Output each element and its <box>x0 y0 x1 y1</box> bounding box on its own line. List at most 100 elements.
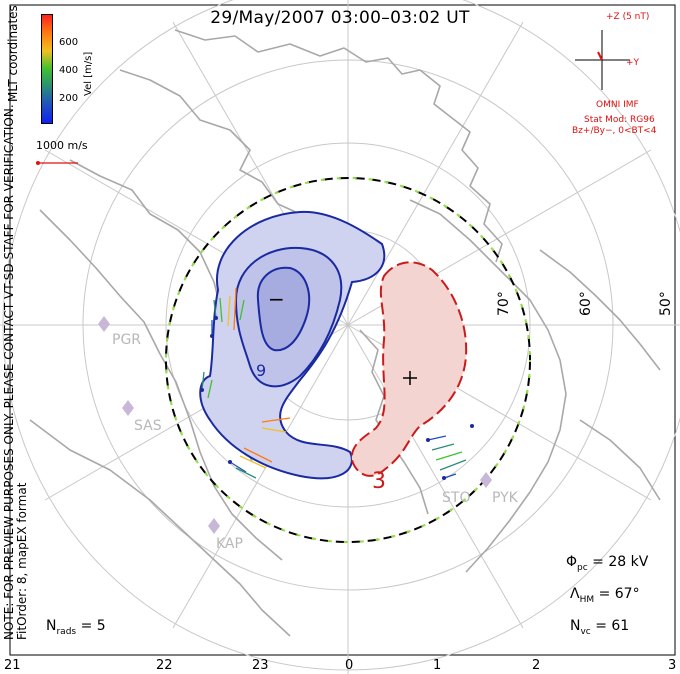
mlt-line-14 <box>347 21 524 326</box>
mlt-line-22 <box>347 324 524 629</box>
positive-cell: 3 <box>350 261 468 494</box>
mlt-tick-3: 3 <box>668 658 677 673</box>
stat-phi-symbol: Φ <box>566 554 578 570</box>
vector-scale-origin <box>36 161 40 165</box>
mlt-tick-2: 2 <box>532 658 541 673</box>
vector-origin <box>470 424 474 428</box>
stat-lambda-symbol: Λ <box>570 586 580 602</box>
stat-phi-pc: Φpc = 28 kV <box>566 554 648 573</box>
vector <box>233 287 237 331</box>
stat-n-vc: Nvc = 61 <box>570 618 629 637</box>
vector <box>435 451 463 461</box>
vector <box>213 299 217 319</box>
vector <box>239 299 245 321</box>
station-label-kap: KAP <box>216 536 243 552</box>
positive-cell-outer <box>350 261 468 477</box>
stat-lambda-value: = 67° <box>598 586 640 602</box>
vector-scale-label: 1000 m/s <box>36 139 88 152</box>
imf-condition: Bz+/By−, 0<BT<4 <box>572 126 657 136</box>
vector <box>201 371 205 391</box>
imf-by-label: +Y <box>626 58 640 68</box>
stat-nrads-symbol: N <box>46 618 57 634</box>
colorbar-gradient <box>42 15 52 123</box>
hm-boundary-accent <box>165 177 531 543</box>
vector <box>207 379 213 399</box>
station-label-pgr: PGR <box>112 332 142 348</box>
coastlines <box>29 29 661 637</box>
vector <box>439 459 467 471</box>
station-label-pyk: PYK <box>492 490 518 506</box>
vector <box>219 297 223 323</box>
colorbar-label: Vel [m/s] <box>83 51 94 96</box>
stat-nrads-value: = 5 <box>80 618 106 634</box>
stat-lambda-sub: HM <box>579 594 595 605</box>
vector-origin <box>214 316 218 320</box>
negative-cell-sign: − <box>268 287 285 311</box>
fit-order-note: FitOrder: 8, mapEX format <box>15 482 29 640</box>
station-label-sas: SAS <box>134 418 162 434</box>
stat-nvc-sub: vc <box>580 626 591 637</box>
imf-model: Stat Mod: RG96 <box>584 115 655 125</box>
station-label-sto: STO <box>442 490 471 506</box>
positive-contour-label: 3 <box>372 469 386 494</box>
colorbar-tick-400: 400 <box>59 65 79 76</box>
vector-origin <box>210 334 214 338</box>
stat-phi-sub: pc <box>577 562 588 573</box>
vector-origin <box>442 476 446 480</box>
stat-lambda-hm: ΛHM = 67° <box>570 586 640 605</box>
mlt-tick-23: 23 <box>252 658 269 673</box>
coast-scandinavia <box>409 199 567 573</box>
mlt-tick-22: 22 <box>156 658 173 673</box>
coast-europe <box>539 249 661 371</box>
vector <box>427 435 447 441</box>
vector <box>261 417 291 423</box>
map-title: 29/May/2007 03:00–03:02 UT <box>210 8 470 28</box>
colorbar-tick-200: 200 <box>59 93 79 104</box>
vector <box>261 427 287 433</box>
mlt-tick-21: 21 <box>4 658 21 673</box>
mlt-tick-1: 1 <box>433 658 442 673</box>
lat-label-50: 50° <box>658 291 674 316</box>
negative-cell: − 9 <box>199 210 386 480</box>
negative-cell-inner <box>256 266 311 352</box>
coast-labrador <box>29 419 291 637</box>
station-marker-pyk <box>480 472 492 488</box>
vector-origin <box>200 388 204 392</box>
coast-north <box>174 29 503 263</box>
lat-label-70: 70° <box>496 291 512 316</box>
velocity-colorbar <box>41 14 53 124</box>
vector <box>243 447 273 463</box>
coordinates-label: MLT coordinates <box>6 5 20 102</box>
vector-origin <box>426 438 430 442</box>
stat-nvc-symbol: N <box>570 618 581 634</box>
lat-label-60: 60° <box>578 291 594 316</box>
vector <box>235 467 257 479</box>
station-marker-pgr <box>98 316 110 332</box>
stat-nvc-value: = 61 <box>595 618 630 634</box>
imf-bz-label: +Z (5 nT) <box>606 12 650 22</box>
plot-frame <box>9 4 676 656</box>
station-marker-sas <box>122 400 134 416</box>
vector <box>227 295 231 327</box>
vector <box>443 473 457 479</box>
coast-baltic <box>579 419 661 501</box>
vector-origins <box>200 316 474 480</box>
velocity-vectors <box>201 287 467 479</box>
stat-n-rads: Nrads = 5 <box>46 618 106 637</box>
vector <box>239 455 267 469</box>
mlt-tick-0: 0 <box>345 658 354 673</box>
vector-origin <box>228 460 232 464</box>
preview-note: NOTE: FOR PREVIEW PURPOSES ONLY. PLEASE … <box>2 104 16 640</box>
vector <box>431 443 455 451</box>
imf-clock <box>575 30 630 90</box>
vector <box>229 461 247 473</box>
imf-source: OMNI IMF <box>596 100 639 110</box>
colorbar-tick-600: 600 <box>59 37 79 48</box>
mlt-line-2 <box>172 324 349 629</box>
stat-nrads-sub: rads <box>56 626 77 637</box>
station-markers <box>98 316 492 534</box>
coast-east-greenland <box>359 329 429 515</box>
station-marker-kap <box>208 518 220 534</box>
